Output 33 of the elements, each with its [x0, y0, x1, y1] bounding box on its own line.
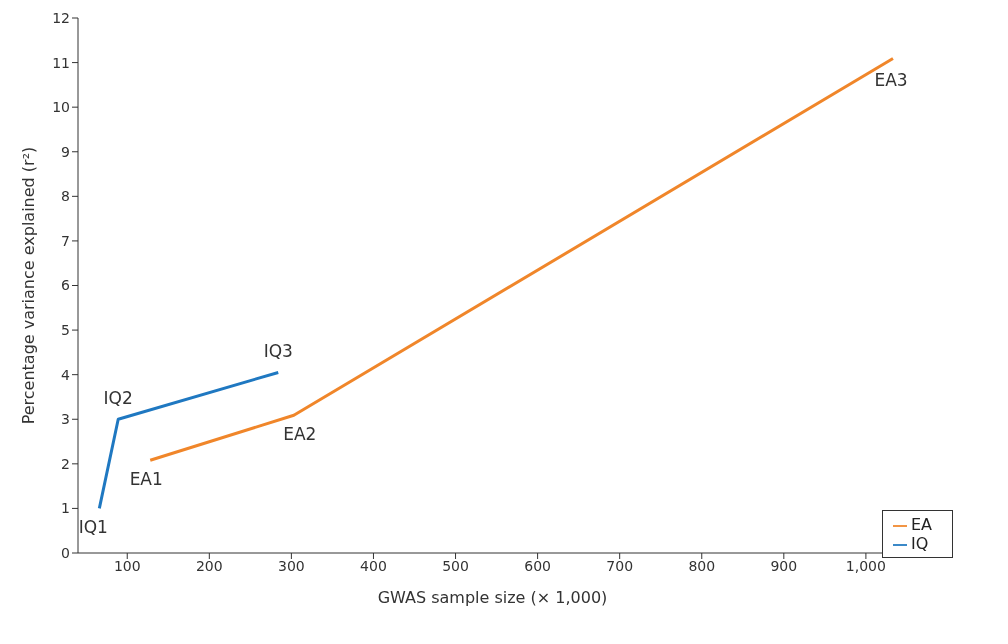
y-tick-label: 11	[52, 54, 70, 71]
annotation: EA3	[874, 69, 908, 90]
annotation: IQ2	[103, 388, 133, 409]
y-tick-label: 6	[61, 277, 71, 294]
x-tick-label: 900	[770, 557, 798, 574]
y-tick-label: 1	[61, 500, 70, 517]
y-tick-label: 2	[61, 455, 70, 472]
y-tick-label: 4	[61, 366, 71, 383]
y-tick-label: 9	[61, 143, 70, 160]
annotation: EA1	[129, 469, 163, 490]
legend-label: IQ	[910, 534, 929, 553]
annotation: EA2	[283, 424, 317, 445]
y-tick-label: 10	[52, 99, 70, 116]
x-tick-label: 800	[688, 557, 716, 574]
x-tick-label: 500	[442, 557, 469, 574]
x-tick-label: 700	[606, 557, 634, 574]
y-tick-label: 5	[61, 322, 70, 339]
x-tick-label: 400	[360, 557, 387, 574]
y-axis-title: Percentage variance explained (r²)	[18, 146, 38, 425]
x-tick-label: 100	[113, 557, 141, 574]
y-tick-label: 12	[52, 9, 70, 26]
y-tick-label: 0	[61, 544, 70, 561]
y-tick-label: 3	[61, 411, 70, 428]
y-tick-label: 8	[61, 188, 70, 205]
x-tick-label: 600	[524, 557, 551, 574]
x-tick-label: 300	[278, 557, 305, 574]
annotation: IQ3	[263, 341, 293, 362]
y-tick-label: 7	[61, 232, 70, 249]
x-tick-label: 200	[195, 557, 223, 574]
x-axis-title: GWAS sample size (× 1,000)	[377, 588, 608, 607]
legend-label: EA	[910, 515, 932, 534]
annotation: IQ1	[78, 517, 108, 538]
x-tick-label: 1,000	[845, 557, 886, 574]
